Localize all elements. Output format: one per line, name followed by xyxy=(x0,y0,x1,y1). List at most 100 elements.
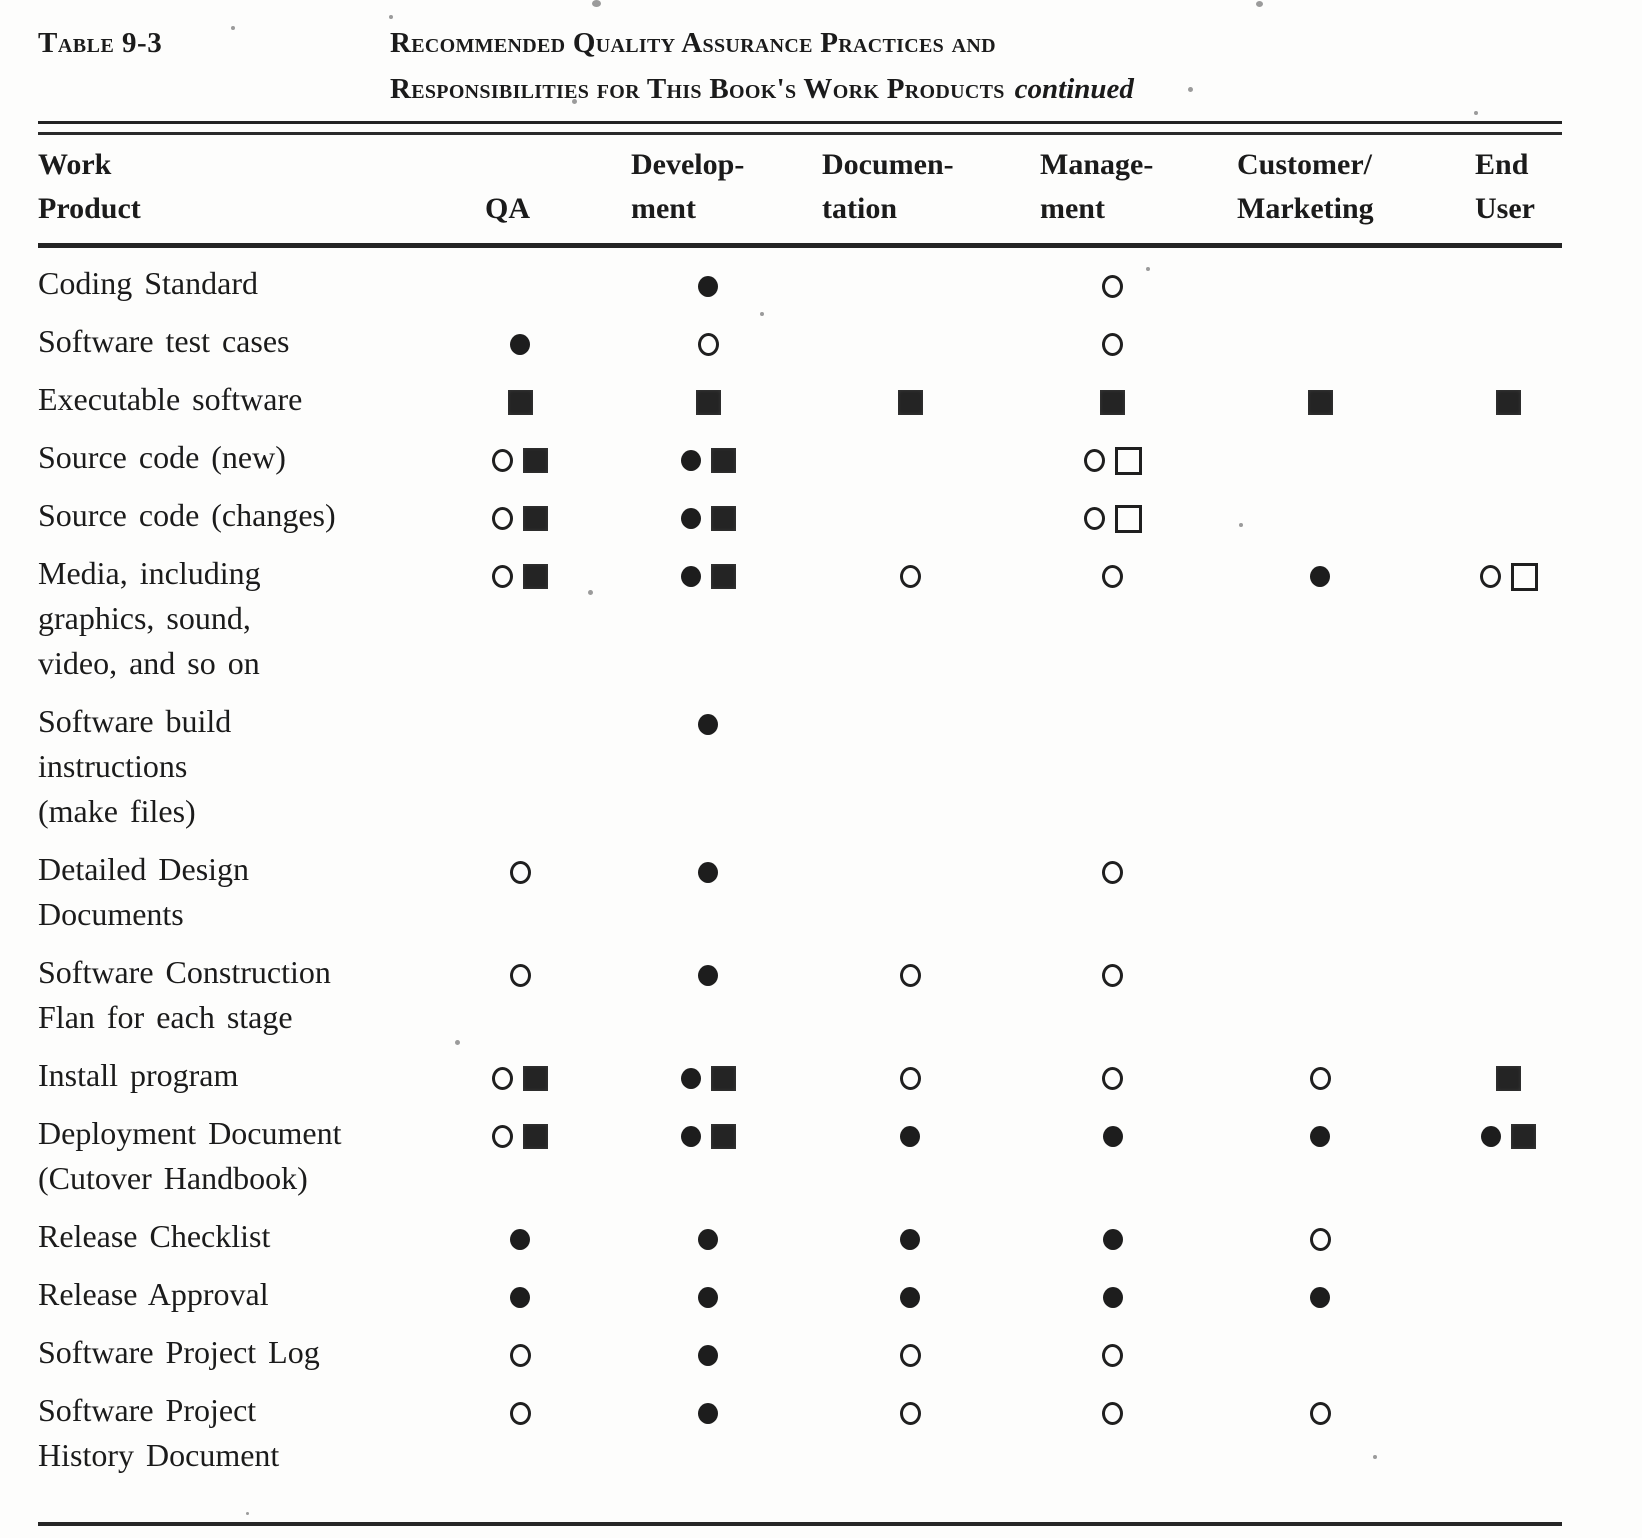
open-circle-symbol xyxy=(1102,333,1123,357)
open-circle-symbol xyxy=(492,565,513,589)
cell-end-user xyxy=(1425,834,1562,937)
open-circle-symbol xyxy=(899,1067,921,1091)
scan-speck xyxy=(1373,1455,1377,1459)
filled-circle-symbol xyxy=(698,714,718,736)
open-circle-symbol xyxy=(1102,964,1123,988)
open-square-symbol xyxy=(1114,504,1142,533)
cell-development xyxy=(580,1098,810,1201)
work-product-label: Software build instructions (make files) xyxy=(38,703,232,829)
filled-circle-symbol xyxy=(1102,1126,1123,1148)
cell-qa xyxy=(460,1201,580,1259)
cell-management xyxy=(1010,1259,1215,1317)
work-product-label: Coding Standard xyxy=(38,265,258,301)
open-circle-symbol xyxy=(1479,565,1501,589)
cell-qa xyxy=(460,1259,580,1317)
table-row: Release Approval xyxy=(38,1259,1562,1317)
open-circle-symbol xyxy=(1102,565,1123,589)
cell-management xyxy=(1010,538,1215,686)
table-row: Source code (changes) xyxy=(38,480,1562,538)
open-circle-symbol xyxy=(1083,449,1105,473)
cell-development xyxy=(580,246,810,307)
cell-management xyxy=(1010,1040,1215,1098)
cell-management xyxy=(1010,306,1215,364)
column-header-customer-marketing: Customer/ Marketing xyxy=(1215,135,1425,248)
cell-end-user xyxy=(1425,480,1562,538)
scan-speck xyxy=(231,26,235,30)
open-circle-symbol xyxy=(509,1402,531,1426)
work-product-label: Software Construction Flan for each stag… xyxy=(38,954,331,1035)
filled-circle-symbol xyxy=(698,862,718,884)
header-row: Work Product QA Develop- ment Documen- tati… xyxy=(38,135,1562,248)
cell-qa xyxy=(460,1040,580,1098)
cell-qa xyxy=(460,1317,580,1375)
filled-square-symbol xyxy=(710,506,736,532)
work-product-label: Software test cases xyxy=(38,323,290,359)
cell-end-user xyxy=(1425,246,1562,307)
open-circle-symbol xyxy=(492,1067,513,1091)
column-header-qa: QA xyxy=(460,135,580,248)
filled-square-symbol xyxy=(523,1124,548,1150)
filled-circle-symbol xyxy=(900,1287,920,1309)
work-product-label: Source code (changes) xyxy=(38,497,336,533)
cell-documentation xyxy=(810,480,1010,538)
scan-speck xyxy=(760,312,764,316)
open-circle-symbol xyxy=(509,861,531,885)
cell-development xyxy=(580,364,810,422)
filled-circle-symbol xyxy=(1102,1287,1123,1309)
open-circle-symbol xyxy=(1102,1067,1123,1091)
cell-development xyxy=(580,306,810,364)
column-header-end-user: End User xyxy=(1425,135,1562,248)
open-circle-symbol xyxy=(492,507,513,531)
cell-development xyxy=(580,1201,810,1259)
cell-management xyxy=(1010,246,1215,307)
cell-management xyxy=(1010,834,1215,937)
table-title-line2: Responsibilities for This Book's Work Pr… xyxy=(390,73,1005,105)
cell-documentation xyxy=(810,1201,1010,1259)
column-header-development: Develop- ment xyxy=(580,135,810,248)
open-circle-symbol xyxy=(899,964,921,988)
table-head: Work Product QA Develop- ment Documen- tati… xyxy=(38,135,1562,248)
table-row: Software build instructions (make files) xyxy=(38,686,1562,834)
filled-square-symbol xyxy=(1496,1066,1521,1092)
scan-speck xyxy=(389,15,393,19)
open-circle-symbol xyxy=(492,1125,513,1149)
work-product-label: Media, including graphics, sound, video,… xyxy=(38,555,261,681)
table-title-continued: continued xyxy=(1014,73,1134,105)
scan-speck xyxy=(588,590,593,595)
cell-documentation xyxy=(810,1317,1010,1375)
filled-square-symbol xyxy=(1100,390,1125,416)
bottom-rule xyxy=(38,1522,1562,1526)
filled-square-symbol xyxy=(523,564,548,590)
work-product-label: Software Project History Document xyxy=(38,1392,280,1473)
cell-qa xyxy=(460,306,580,364)
filled-square-symbol xyxy=(523,448,548,474)
cell-qa xyxy=(460,246,580,307)
cell-documentation xyxy=(810,1040,1010,1098)
open-circle-symbol xyxy=(697,333,719,357)
cell-qa xyxy=(460,686,580,834)
cell-documentation xyxy=(810,538,1010,686)
filled-square-symbol xyxy=(710,448,736,474)
page-content: Table 9-3 Recommended Quality Assurance … xyxy=(38,27,1562,1526)
open-circle-symbol xyxy=(899,1402,921,1426)
cell-qa xyxy=(460,364,580,422)
cell-development xyxy=(580,1040,810,1098)
open-circle-symbol xyxy=(1309,1067,1331,1091)
open-circle-symbol xyxy=(1083,507,1105,531)
filled-circle-symbol xyxy=(680,1126,701,1148)
cell-development xyxy=(580,422,810,480)
cell-qa xyxy=(460,480,580,538)
filled-circle-symbol xyxy=(510,334,530,356)
cell-end-user xyxy=(1425,1259,1562,1317)
cell-qa xyxy=(460,834,580,937)
open-circle-symbol xyxy=(1102,1402,1123,1426)
filled-square-symbol xyxy=(1511,1124,1536,1150)
cell-customer-marketing xyxy=(1215,1098,1425,1201)
cell-end-user xyxy=(1425,937,1562,1040)
filled-circle-symbol xyxy=(510,1287,530,1309)
cell-customer-marketing xyxy=(1215,937,1425,1040)
top-double-rule xyxy=(38,121,1562,135)
cell-development xyxy=(580,538,810,686)
table-title-line1: Recommended Quality Assurance Practices … xyxy=(390,27,996,59)
filled-circle-symbol xyxy=(680,566,701,588)
